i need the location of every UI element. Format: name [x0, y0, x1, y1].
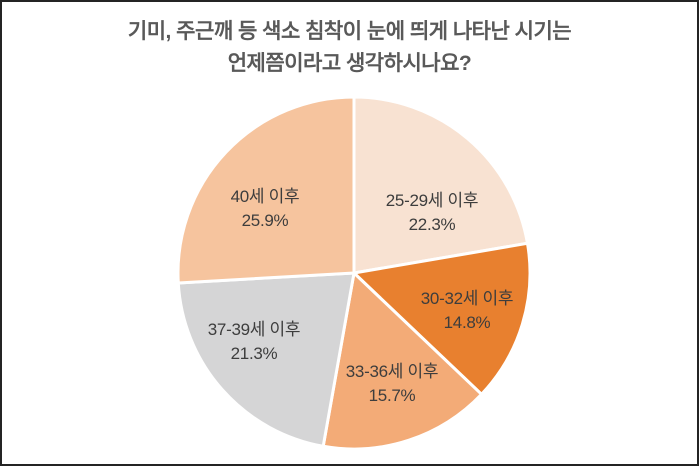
pie-slice-label-5: 40세 이후 25.9% — [231, 187, 300, 230]
chart-title-line1: 기미, 주근깨 등 색소 침착이 눈에 띄게 나타난 시기는 — [127, 20, 572, 43]
chart-title-line2: 언제쯤이라고 생각하시나요? — [227, 52, 472, 75]
pie-slice-label-3: 33-36세 이후 15.7% — [346, 362, 438, 405]
pie-slice-label-2: 30-32세 이후 14.8% — [421, 289, 513, 332]
pie-slice-label-4: 37-39세 이후 21.3% — [208, 320, 300, 363]
pie-slice-5 — [176, 95, 356, 285]
pie-slice-3 — [321, 271, 484, 451]
pie-slice-4 — [176, 271, 356, 448]
chart-title: 기미, 주근깨 등 색소 침착이 눈에 띄게 나타난 시기는 언제쯤이라고 생각… — [2, 16, 697, 80]
pie-slice-label-1: 25-29세 이후 22.3% — [386, 191, 478, 234]
pie-slice-2 — [352, 241, 532, 396]
pie-slice-1 — [352, 95, 529, 275]
